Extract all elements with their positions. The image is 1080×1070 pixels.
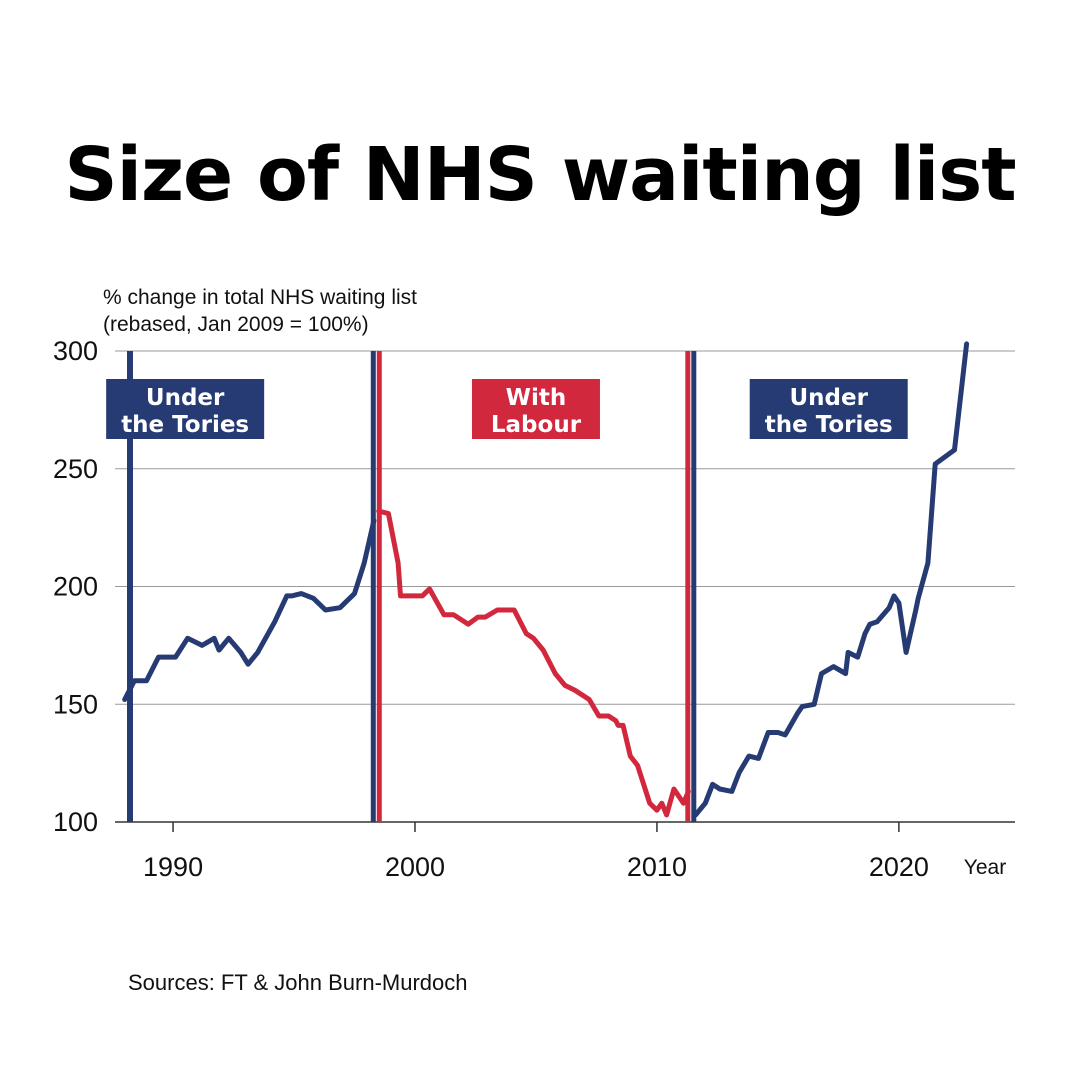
period-label-text: the Tories <box>765 412 893 438</box>
period-label-text: Under <box>789 385 868 411</box>
period-label-text: With <box>506 385 567 411</box>
x-tick-label: 2000 <box>385 852 445 882</box>
period-label-box <box>471 379 600 439</box>
x-tick-label: 2010 <box>627 852 687 882</box>
series-line <box>376 508 691 818</box>
period-label-text: Labour <box>491 412 582 438</box>
period-label-box <box>106 379 265 439</box>
gridlines <box>115 350 1015 705</box>
y-axis-label-line2: (rebased, Jan 2009 = 100%) <box>103 313 369 336</box>
series-line <box>952 341 970 453</box>
x-tick-label: 2020 <box>869 852 929 882</box>
y-tick-label: 250 <box>53 454 98 484</box>
tick-labels: 100 150 200 250 300 1990 2000 2010 2020 <box>53 336 929 882</box>
period-label-text: the Tories <box>121 412 249 438</box>
chart-title: Size of NHS waiting list <box>64 132 1016 218</box>
period-label-text: Under <box>146 385 225 411</box>
y-tick-label: 150 <box>53 689 98 719</box>
x-axis <box>115 821 1015 832</box>
series-line <box>122 518 377 702</box>
source-note: Sources: FT & John Burn-Murdoch <box>128 970 468 995</box>
y-tick-label: 100 <box>53 807 98 837</box>
x-axis-label: Year <box>964 856 1006 879</box>
period-label-box <box>749 379 908 439</box>
series-line <box>693 447 957 818</box>
y-tick-label: 200 <box>53 572 98 602</box>
y-tick-label: 300 <box>53 336 98 366</box>
x-tick-label: 1990 <box>143 852 203 882</box>
series-lines <box>122 341 970 818</box>
y-axis-label-line1: % change in total NHS waiting list <box>103 286 417 309</box>
